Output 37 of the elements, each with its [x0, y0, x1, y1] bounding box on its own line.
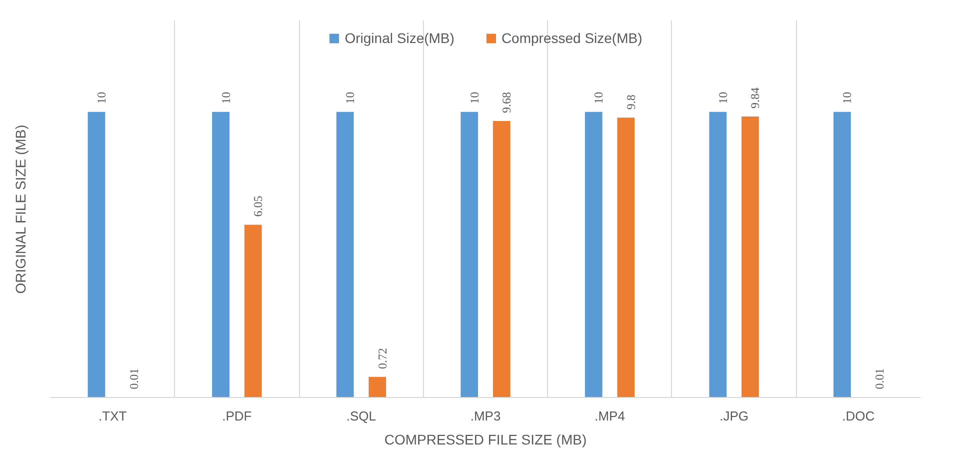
data-label: 9.84	[748, 87, 762, 108]
legend-label: Original Size(MB)	[344, 30, 454, 46]
legend-label: Compressed Size(MB)	[501, 30, 642, 46]
x-tick-label: .TXT	[98, 408, 127, 424]
bar	[617, 118, 635, 398]
data-label: 0.01	[126, 368, 141, 390]
bar	[834, 112, 851, 398]
data-label: 10	[343, 92, 358, 104]
bar	[88, 112, 106, 398]
data-label: 10	[218, 92, 233, 104]
bar	[584, 112, 602, 398]
data-label: 10	[716, 92, 730, 104]
bar	[742, 116, 759, 398]
y-axis-title: ORIGINAL FILE SIZE (MB)	[12, 124, 28, 294]
data-label: 0.01	[872, 368, 887, 390]
data-label: 0.72	[375, 348, 390, 369]
data-label: 6.05	[251, 196, 266, 217]
x-tick-label: .MP4	[594, 408, 625, 424]
data-label: 10	[592, 92, 606, 104]
bar	[709, 112, 727, 398]
bar	[492, 121, 510, 398]
data-label: 10	[467, 92, 482, 104]
x-tick-label: .MP3	[470, 408, 501, 424]
data-label: 9.68	[500, 92, 514, 114]
data-label: 10	[94, 92, 108, 104]
x-tick-label: .PDF	[222, 408, 252, 424]
bar	[212, 112, 230, 398]
x-tick-label: .JPG	[720, 408, 749, 424]
bar	[460, 112, 478, 398]
x-tick-label: .SQL	[346, 408, 376, 424]
bar	[244, 224, 262, 398]
bar	[336, 112, 354, 398]
bar	[368, 376, 386, 398]
data-label: 10	[840, 92, 854, 104]
x-tick-label: .DOC	[842, 408, 875, 424]
x-axis-title: COMPRESSED FILE SIZE (MB)	[384, 432, 587, 448]
data-label: 9.8	[624, 94, 638, 110]
